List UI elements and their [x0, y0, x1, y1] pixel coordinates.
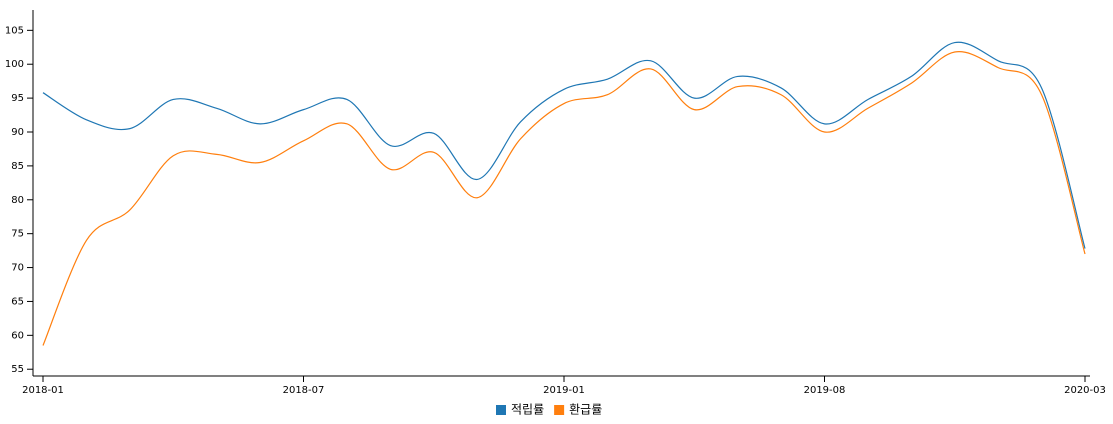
y-tick-label: 75 — [11, 229, 24, 240]
y-tick-label: 70 — [11, 263, 24, 274]
line — [42, 41, 1086, 249]
legend-swatch — [554, 405, 565, 415]
x-tick-label: 2018-07 — [283, 385, 325, 396]
y-tick-label: 80 — [11, 195, 24, 206]
y-tick-label: 85 — [11, 161, 24, 172]
legend-label: 환급률 — [569, 403, 602, 417]
y-tick-label: 105 — [5, 25, 24, 36]
y-tick-label: 65 — [11, 296, 24, 307]
y-tick-label: 55 — [11, 364, 24, 375]
legend-swatch — [496, 405, 506, 415]
x-tick-label: 2020-03 — [1064, 385, 1106, 396]
x-tick-label: 2019-08 — [804, 385, 846, 396]
y-tick-label: 60 — [11, 330, 24, 341]
y-tick-label: 95 — [11, 93, 24, 104]
x-tick-label: 2019-01 — [543, 385, 585, 396]
legend: 적립률 환급률 — [496, 403, 602, 417]
y-tick-label: 90 — [11, 127, 24, 138]
legend-label: 적립률 — [511, 403, 544, 417]
y-tick-label: 100 — [5, 59, 24, 70]
line — [42, 51, 1086, 346]
x-tick-label: 2018-01 — [22, 385, 64, 396]
